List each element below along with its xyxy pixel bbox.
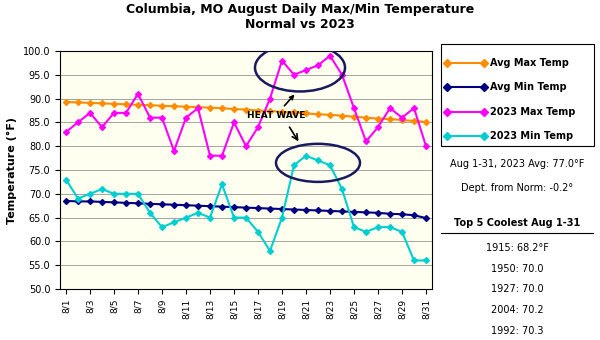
Text: Top 5 Coolest Aug 1-31: Top 5 Coolest Aug 1-31: [454, 218, 581, 228]
Text: 1915: 68.2°F: 1915: 68.2°F: [486, 243, 549, 253]
Text: Dept. from Norm: -0.2°: Dept. from Norm: -0.2°: [461, 183, 574, 193]
Y-axis label: Temperature (°F): Temperature (°F): [7, 117, 17, 223]
Text: 1950: 70.0: 1950: 70.0: [491, 264, 544, 274]
Text: 1992: 70.3: 1992: 70.3: [491, 326, 544, 336]
Text: Columbia, MO August Daily Max/Min Temperature
Normal vs 2023: Columbia, MO August Daily Max/Min Temper…: [126, 3, 474, 31]
Text: HEAT WAVE: HEAT WAVE: [247, 96, 305, 120]
Text: 2004: 70.2: 2004: 70.2: [491, 305, 544, 315]
Text: 1927: 70.0: 1927: 70.0: [491, 284, 544, 294]
Text: Aug 1-31, 2023 Avg: 77.0°F: Aug 1-31, 2023 Avg: 77.0°F: [451, 159, 584, 169]
Text: 2023 Min Temp: 2023 Min Temp: [490, 131, 573, 141]
FancyBboxPatch shape: [441, 44, 594, 146]
Text: 2023 Max Temp: 2023 Max Temp: [490, 106, 575, 117]
Text: Avg Max Temp: Avg Max Temp: [490, 57, 569, 68]
Text: Avg Min Temp: Avg Min Temp: [490, 82, 566, 92]
